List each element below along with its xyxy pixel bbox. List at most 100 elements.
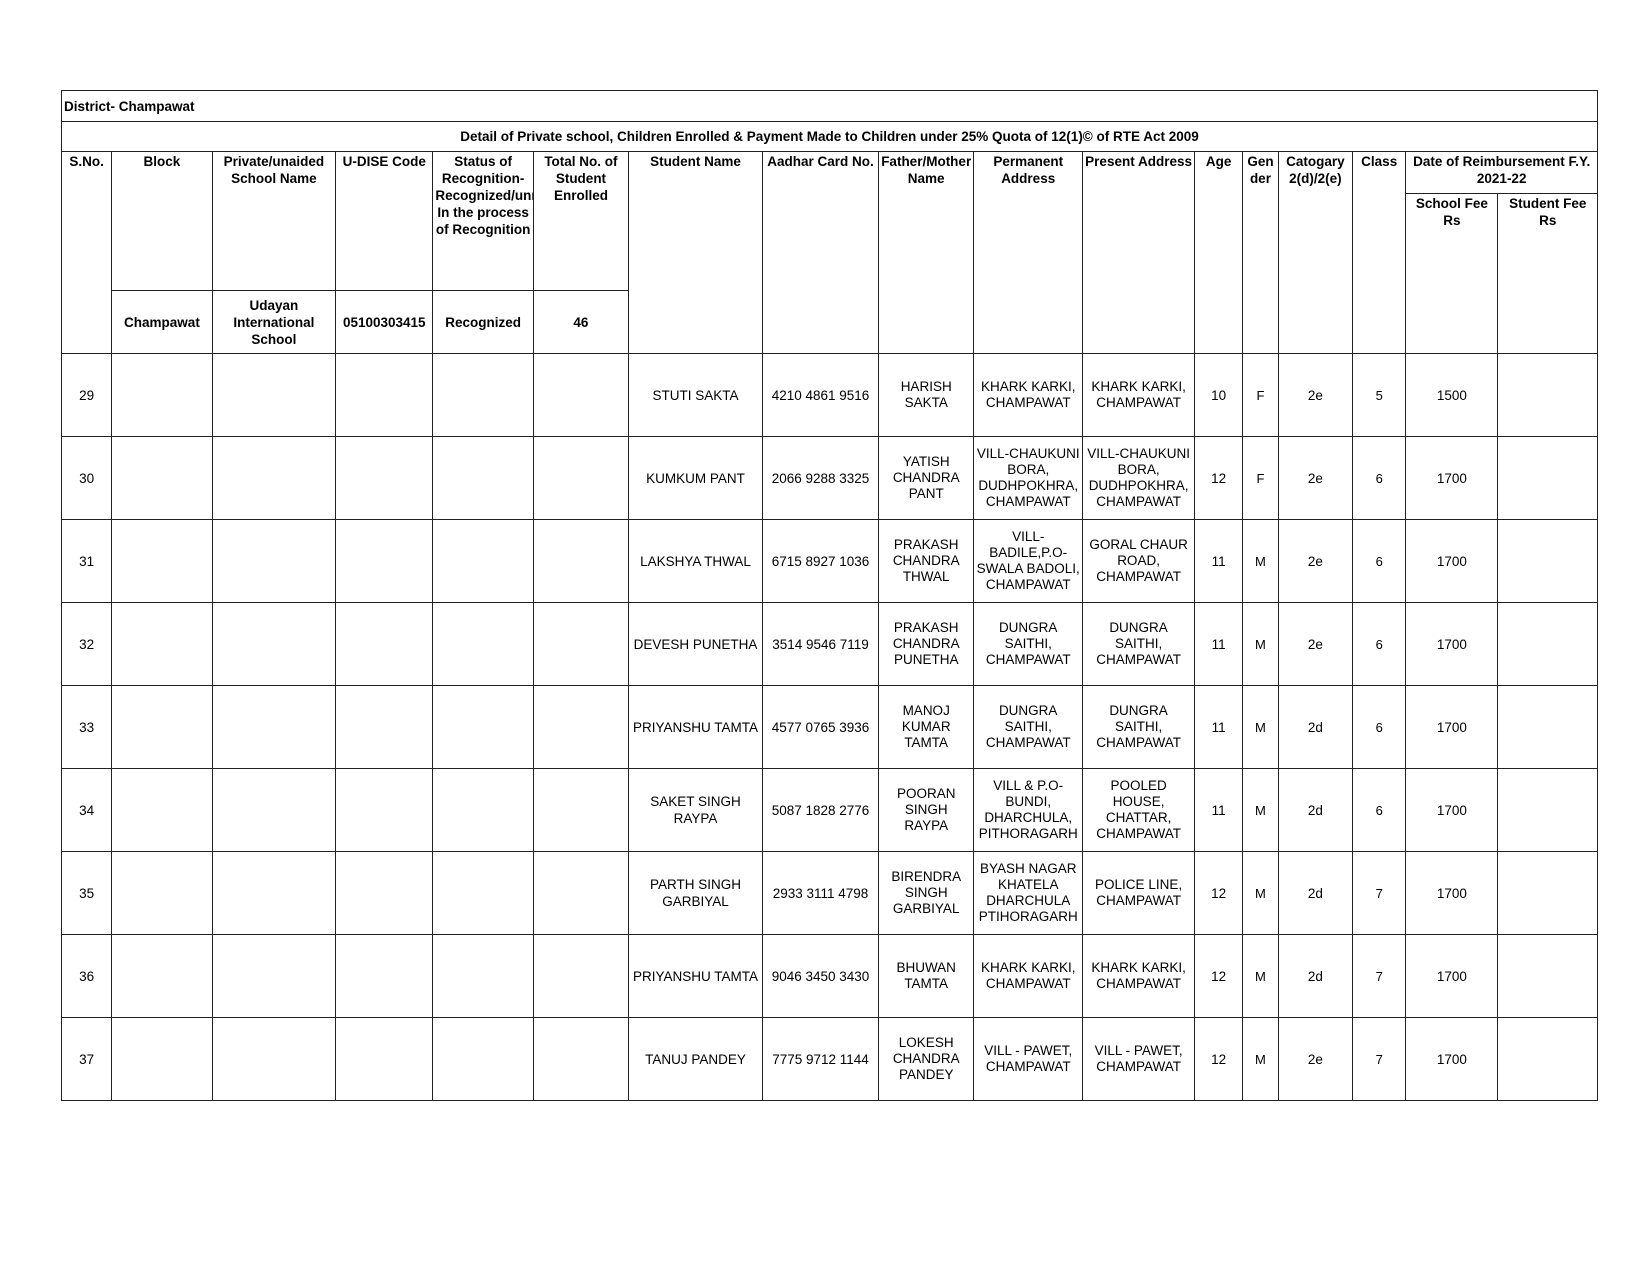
header-present-address: Present Address xyxy=(1082,151,1196,354)
school-total-enrolled: 46 xyxy=(532,290,630,354)
cell-student-name: TANUJ PANDEY xyxy=(628,1017,763,1101)
cell-gender: M xyxy=(1242,851,1279,935)
header-udise: U-DISE Code xyxy=(335,151,434,291)
cell-present-address: POLICE LINE, CHAMPAWAT xyxy=(1082,851,1196,935)
table-row: 35 PARTH SINGH GARBIYAL 2933 3111 4798 BIRE… xyxy=(60,851,1598,935)
cell-parent-name: HARISH SAKTA xyxy=(878,353,975,437)
cell-aadhar: 5087 1828 2776 xyxy=(761,768,880,852)
cell-present-address: VILL-CHAUKUNI BORA, DUDHPOKHRA, CHAMPAWA… xyxy=(1082,436,1196,520)
cell-parent-name: BIRENDRA SINGH GARBIYAL xyxy=(878,851,975,935)
cell-gender: M xyxy=(1242,685,1279,769)
cell-age: 10 xyxy=(1194,353,1244,437)
cell-udise xyxy=(335,519,434,603)
cell-parent-name: BHUWAN TAMTA xyxy=(878,934,975,1018)
table-row: 36 PRIYANSHU TAMTA 9046 3450 3430 BHUWAN TA… xyxy=(60,934,1598,1018)
cell-total xyxy=(532,1017,630,1101)
cell-school-name xyxy=(211,851,337,935)
cell-school-name xyxy=(211,602,337,686)
cell-class: 7 xyxy=(1352,1017,1407,1101)
cell-student-fee xyxy=(1497,934,1598,1018)
cell-permanent-address: KHARK KARKI, CHAMPAWAT xyxy=(973,353,1084,437)
cell-category: 2e xyxy=(1277,1017,1354,1101)
cell-student-name: PRIYANSHU TAMTA xyxy=(628,685,763,769)
cell-student-name: STUTI SAKTA xyxy=(628,353,763,437)
cell-age: 11 xyxy=(1194,685,1244,769)
cell-student-fee xyxy=(1497,851,1598,935)
cell-school-fee: 1700 xyxy=(1405,934,1499,1018)
header-age: Age xyxy=(1194,151,1244,354)
cell-total xyxy=(532,602,630,686)
table-row: 32 DEVESH PUNETHA 3514 9546 7119 PRAKASH CH… xyxy=(60,602,1598,686)
cell-student-name: SAKET SINGH RAYPA xyxy=(628,768,763,852)
cell-category: 2d xyxy=(1277,768,1354,852)
cell-school-name xyxy=(211,768,337,852)
cell-udise xyxy=(335,768,434,852)
cell-age: 11 xyxy=(1194,768,1244,852)
header-student-name: Student Name xyxy=(628,151,763,354)
cell-age: 12 xyxy=(1194,934,1244,1018)
cell-school-name xyxy=(211,436,337,520)
cell-student-fee xyxy=(1497,768,1598,852)
cell-student-name: PARTH SINGH GARBIYAL xyxy=(628,851,763,935)
cell-category: 2e xyxy=(1277,353,1354,437)
table-row: 30 KUMKUM PANT 2066 9288 3325 YATISH CHANDR… xyxy=(60,436,1598,520)
cell-student-name: LAKSHYA THWAL xyxy=(628,519,763,603)
cell-block xyxy=(111,685,213,769)
cell-student-name: DEVESH PUNETHA xyxy=(628,602,763,686)
cell-block xyxy=(111,851,213,935)
cell-student-fee xyxy=(1497,353,1598,437)
school-udise: 05100303415 xyxy=(335,290,434,354)
cell-class: 6 xyxy=(1352,436,1407,520)
cell-school-name xyxy=(211,353,337,437)
cell-aadhar: 9046 3450 3430 xyxy=(761,934,880,1018)
cell-status xyxy=(432,851,534,935)
cell-sno: 31 xyxy=(60,519,113,603)
cell-status xyxy=(432,602,534,686)
cell-block xyxy=(111,602,213,686)
cell-permanent-address: DUNGRA SAITHI, CHAMPAWAT xyxy=(973,685,1084,769)
cell-aadhar: 2933 3111 4798 xyxy=(761,851,880,935)
cell-class: 7 xyxy=(1352,851,1407,935)
cell-student-fee xyxy=(1497,602,1598,686)
cell-sno: 36 xyxy=(60,934,113,1018)
cell-sno: 29 xyxy=(60,353,113,437)
cell-permanent-address: VILL-CHAUKUNI BORA, DUDHPOKHRA, CHAMPAWA… xyxy=(973,436,1084,520)
cell-block xyxy=(111,1017,213,1101)
cell-sno: 37 xyxy=(60,1017,113,1101)
cell-gender: M xyxy=(1242,519,1279,603)
cell-age: 12 xyxy=(1194,436,1244,520)
cell-total xyxy=(532,851,630,935)
header-sno: S.No. xyxy=(60,151,113,354)
header-parent-name: Father/Mother Name xyxy=(878,151,975,354)
cell-udise xyxy=(335,934,434,1018)
cell-total xyxy=(532,934,630,1018)
cell-school-fee: 1700 xyxy=(1405,1017,1499,1101)
cell-category: 2e xyxy=(1277,602,1354,686)
cell-udise xyxy=(335,1017,434,1101)
cell-school-fee: 1700 xyxy=(1405,436,1499,520)
cell-category: 2d xyxy=(1277,851,1354,935)
table-row: 34 SAKET SINGH RAYPA 5087 1828 2776 POORAN … xyxy=(60,768,1598,852)
cell-category: 2d xyxy=(1277,934,1354,1018)
cell-age: 11 xyxy=(1194,602,1244,686)
cell-student-fee xyxy=(1497,436,1598,520)
cell-block xyxy=(111,353,213,437)
header-school-name: Private/unaided School Name xyxy=(211,151,337,291)
cell-aadhar: 3514 9546 7119 xyxy=(761,602,880,686)
cell-total xyxy=(532,353,630,437)
cell-present-address: KHARK KARKI, CHAMPAWAT xyxy=(1082,934,1196,1018)
cell-age: 11 xyxy=(1194,519,1244,603)
cell-school-fee: 1700 xyxy=(1405,602,1499,686)
cell-student-fee xyxy=(1497,519,1598,603)
school-status: Recognized xyxy=(432,290,534,354)
cell-student-name: PRIYANSHU TAMTA xyxy=(628,934,763,1018)
cell-block xyxy=(111,768,213,852)
cell-status xyxy=(432,519,534,603)
cell-total xyxy=(532,685,630,769)
cell-permanent-address: VILL & P.O-BUNDI, DHARCHULA, PITHORAGARH xyxy=(973,768,1084,852)
cell-class: 6 xyxy=(1352,768,1407,852)
header-aadhar: Aadhar Card No. xyxy=(761,151,880,354)
cell-gender: F xyxy=(1242,353,1279,437)
header-block: Block xyxy=(111,151,213,291)
cell-aadhar: 6715 8927 1036 xyxy=(761,519,880,603)
